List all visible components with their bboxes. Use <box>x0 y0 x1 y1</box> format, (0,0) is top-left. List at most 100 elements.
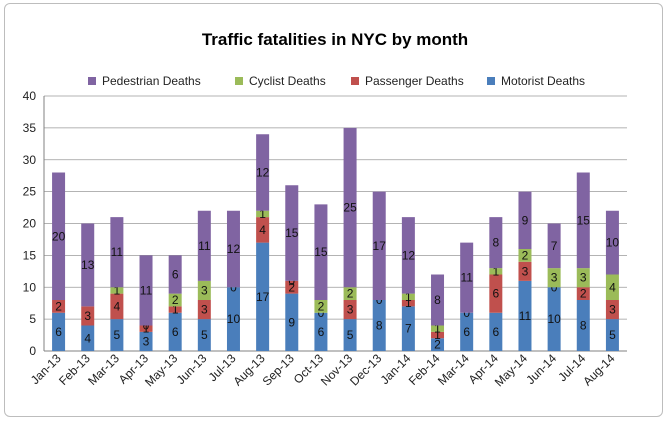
data-label: 11 <box>519 309 532 323</box>
data-label: 6 <box>492 325 499 339</box>
data-label: 6 <box>172 325 179 339</box>
x-tick-label: Dec-13 <box>347 351 384 388</box>
bar-segment <box>401 300 415 307</box>
data-label: 1 <box>492 264 499 278</box>
data-label: 2 <box>434 338 441 352</box>
bar-segment <box>576 268 590 288</box>
bar-segment <box>168 255 182 294</box>
bar-segment <box>197 210 211 281</box>
legend-label: Pedestrian Deaths <box>102 74 201 88</box>
data-label: 12 <box>256 166 270 180</box>
data-label: 8 <box>434 293 441 307</box>
bar-segment <box>518 191 532 249</box>
data-label: 3 <box>522 264 529 278</box>
bar-segment <box>431 331 445 339</box>
bar-segment <box>431 325 445 332</box>
bar-segment <box>431 338 445 351</box>
bar-segment <box>343 287 357 300</box>
data-label: 9 <box>522 213 529 227</box>
data-label: 2 <box>288 280 295 294</box>
bar-segment <box>226 287 240 351</box>
data-label: 20 <box>52 229 66 243</box>
bar-segment <box>314 312 328 351</box>
bar-segment <box>197 280 211 300</box>
x-tick-label: Mar-14 <box>435 351 472 388</box>
bar-segment <box>576 172 590 269</box>
bar-segment <box>285 280 299 294</box>
bar-segment <box>52 312 66 351</box>
chart-title: Traffic fatalities in NYC by month <box>201 30 469 49</box>
data-label: 7 <box>551 239 558 253</box>
bar-segment <box>139 331 153 351</box>
bar-segment <box>139 325 153 332</box>
bar-segment <box>110 287 124 294</box>
legend-label: Cyclist Deaths <box>249 74 326 88</box>
data-label: 1 <box>172 303 179 317</box>
bar-segment <box>197 300 211 320</box>
bar-segment <box>343 319 357 351</box>
data-label: 6 <box>463 325 470 339</box>
bar-segment <box>401 293 415 300</box>
bar-segment <box>518 261 532 281</box>
data-label: 1 <box>434 328 441 342</box>
legend-label: Passenger Deaths <box>365 74 464 88</box>
data-label: 17 <box>373 239 387 253</box>
bar-segment <box>372 191 386 300</box>
bar-segment <box>401 217 415 294</box>
bar-segment <box>431 274 445 326</box>
data-label: 15 <box>285 226 299 240</box>
bar-segment <box>489 274 503 313</box>
x-tick-label: Jun-13 <box>174 351 210 387</box>
data-label: 15 <box>314 245 328 259</box>
bar-segment <box>343 300 357 320</box>
data-label: 3 <box>201 283 208 297</box>
bar-segment <box>285 185 299 281</box>
legend-swatch <box>88 77 96 85</box>
bar-segment <box>226 210 240 288</box>
data-label: 5 <box>201 328 208 342</box>
data-label: 12 <box>402 248 416 262</box>
bar-segment <box>489 217 503 269</box>
bar-segment <box>576 300 590 351</box>
bar-segment <box>605 319 619 351</box>
data-label: 8 <box>492 236 499 250</box>
data-label: 9 <box>288 315 295 329</box>
bar-segment <box>489 312 503 351</box>
y-tick-label: 35 <box>23 121 37 135</box>
y-tick-label: 5 <box>29 312 36 326</box>
bar-segment <box>285 293 299 351</box>
bar-segment <box>372 300 386 351</box>
bar-segment <box>518 280 532 351</box>
bar-segment <box>256 134 270 211</box>
x-tick-label: Aug-14 <box>580 351 617 388</box>
bar-segment <box>401 306 415 351</box>
x-tick-label: Aug-13 <box>230 351 267 388</box>
data-label: 4 <box>609 280 616 294</box>
bar-segment <box>52 300 66 313</box>
bar-segment <box>110 217 124 288</box>
data-label: 2 <box>55 299 62 313</box>
x-tick-label: Nov-13 <box>318 351 355 388</box>
data-label: 10 <box>547 312 561 326</box>
y-tick-label: 10 <box>23 280 37 294</box>
data-label: 11 <box>460 271 473 285</box>
legend-swatch <box>487 77 495 85</box>
y-tick-label: 40 <box>23 89 37 103</box>
data-label: 2 <box>347 287 354 301</box>
data-label: 12 <box>227 242 241 256</box>
data-label: 6 <box>492 287 499 301</box>
data-label: 5 <box>347 328 354 342</box>
legend-item: Cyclist Deaths <box>235 74 326 88</box>
bar-segment <box>168 293 182 307</box>
data-label: 25 <box>343 201 357 215</box>
data-label: 11 <box>140 283 153 297</box>
bar-segment <box>81 306 95 326</box>
bar-segment <box>489 268 503 275</box>
data-label: 6 <box>172 268 179 282</box>
data-label: 10 <box>606 236 620 250</box>
data-label: 4 <box>114 299 121 313</box>
x-tick-label: Mar-13 <box>85 351 122 388</box>
bar-segment <box>547 268 561 288</box>
bar-segment <box>197 319 211 351</box>
